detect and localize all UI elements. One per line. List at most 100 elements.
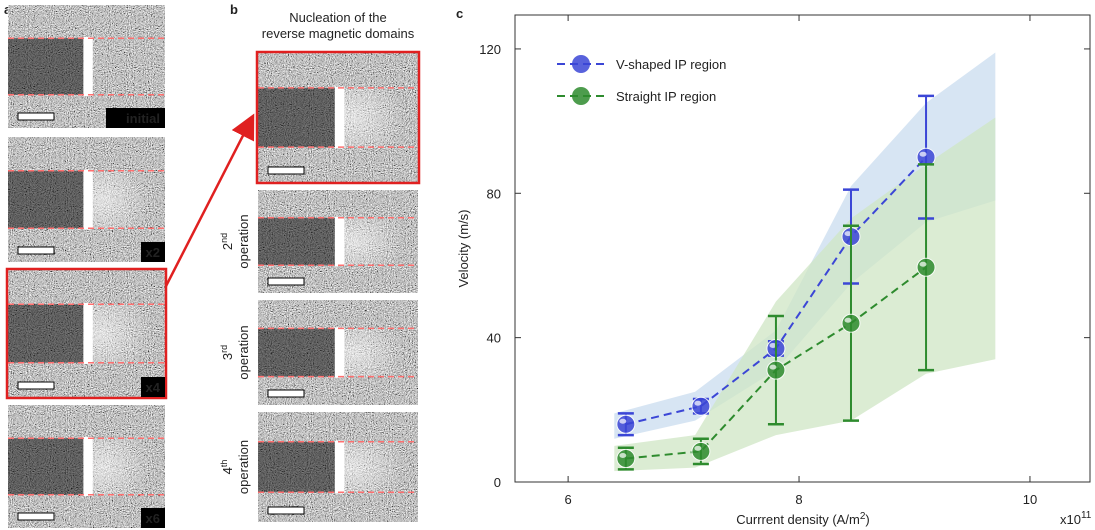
dark-band <box>258 441 338 493</box>
point-highlight <box>619 453 627 459</box>
domain <box>341 441 406 493</box>
y-tick-label: 120 <box>479 42 501 57</box>
x-axis-label-end: ) <box>865 512 869 527</box>
label-box <box>141 377 165 397</box>
electrode <box>334 327 345 378</box>
point-highlight <box>919 261 927 267</box>
electrode <box>83 169 93 230</box>
data-point <box>766 360 786 380</box>
legend-label: V-shaped IP region <box>616 57 726 72</box>
point-highlight <box>694 400 702 406</box>
image-label: x4 <box>146 380 161 395</box>
image-label: x6 <box>146 511 160 526</box>
operation-number: 4 <box>220 467 235 474</box>
point-highlight <box>919 151 927 157</box>
x-tick-label: 8 <box>795 492 802 507</box>
image-label: initial <box>126 111 160 126</box>
data-point <box>616 449 636 469</box>
point-highlight <box>769 364 777 370</box>
dark-band <box>8 438 87 495</box>
electrode <box>334 216 345 267</box>
point-highlight <box>619 418 627 424</box>
micrograph <box>8 137 165 262</box>
confidence-band <box>614 52 996 439</box>
panel-label: b <box>230 2 238 17</box>
x-axis-label: Currrent density (A/m2) <box>736 511 869 527</box>
operation-suffix: th <box>219 460 229 468</box>
plot-frame <box>514 14 1091 483</box>
point-highlight <box>694 445 702 451</box>
y-tick-label: 0 <box>494 475 501 490</box>
y-tick-label: 40 <box>487 331 501 346</box>
data-point <box>841 313 861 333</box>
operation-suffix: nd <box>219 233 229 243</box>
label-box <box>141 242 165 262</box>
operation-label: 4th <box>219 460 235 475</box>
dark-band <box>258 217 338 266</box>
label-box <box>106 108 165 128</box>
operation-label: 3rd <box>219 345 235 360</box>
scale-bar <box>267 277 305 286</box>
arrow <box>163 113 255 289</box>
scale-bar <box>267 506 305 515</box>
data-point <box>691 441 711 461</box>
dark-band <box>8 304 87 363</box>
operation-label: operation <box>236 440 251 494</box>
y-tick-label: 80 <box>487 186 501 201</box>
x-axis-label-text: Currrent density (A/m <box>736 512 860 527</box>
electrode <box>83 36 93 97</box>
multiplier-exp: 11 <box>1081 510 1092 521</box>
scale-bar <box>17 112 55 121</box>
micrograph <box>8 405 165 528</box>
axis-multiplier: x1011 <box>1060 510 1092 527</box>
electrode <box>334 86 345 149</box>
domain <box>89 438 153 495</box>
x-tick-label: 10 <box>1023 492 1037 507</box>
highlight-frame <box>5 267 168 400</box>
point-highlight <box>769 342 777 348</box>
legend-label: Straight IP region <box>616 89 716 104</box>
micrograph <box>8 5 165 128</box>
micrograph <box>258 190 418 293</box>
data-point <box>691 396 711 416</box>
legend-marker <box>572 55 590 73</box>
legend-marker <box>572 87 590 105</box>
electrode <box>334 440 345 494</box>
point-highlight <box>844 231 852 237</box>
operation-label: operation <box>236 214 251 268</box>
domain <box>341 217 406 266</box>
electrode <box>83 436 93 497</box>
operation-number: 3 <box>220 353 235 360</box>
operation-number: 2 <box>220 243 235 250</box>
micrograph <box>255 50 421 185</box>
highlight-frame <box>255 50 421 185</box>
panel-title: Nucleation of the <box>289 10 387 25</box>
panel-title: reverse magnetic domains <box>262 26 415 41</box>
x-tick-label: 6 <box>564 492 571 507</box>
scale-bar <box>17 381 55 390</box>
operation-label: operation <box>236 325 251 379</box>
panel-label: c <box>456 6 463 21</box>
dark-band <box>8 170 87 229</box>
y-axis-label: Velocity (m/s) <box>456 209 471 287</box>
dark-band <box>258 87 338 148</box>
data-point <box>616 414 636 434</box>
micrograph <box>258 412 418 522</box>
domain <box>89 304 153 363</box>
micrograph <box>258 300 418 405</box>
operation-suffix: rd <box>219 345 229 353</box>
domain <box>341 328 406 377</box>
operation-label: 2nd <box>219 233 235 250</box>
scale-bar <box>267 389 305 398</box>
x-axis-label-sup: 2 <box>860 511 866 522</box>
scale-bar <box>17 246 55 255</box>
scale-bar <box>267 166 305 175</box>
point-highlight <box>844 317 852 323</box>
micrograph <box>5 267 168 400</box>
domain <box>89 170 153 229</box>
label-box <box>141 508 165 528</box>
data-point <box>916 257 936 277</box>
multiplier-base: x10 <box>1060 512 1081 527</box>
scale-bar <box>17 512 55 521</box>
